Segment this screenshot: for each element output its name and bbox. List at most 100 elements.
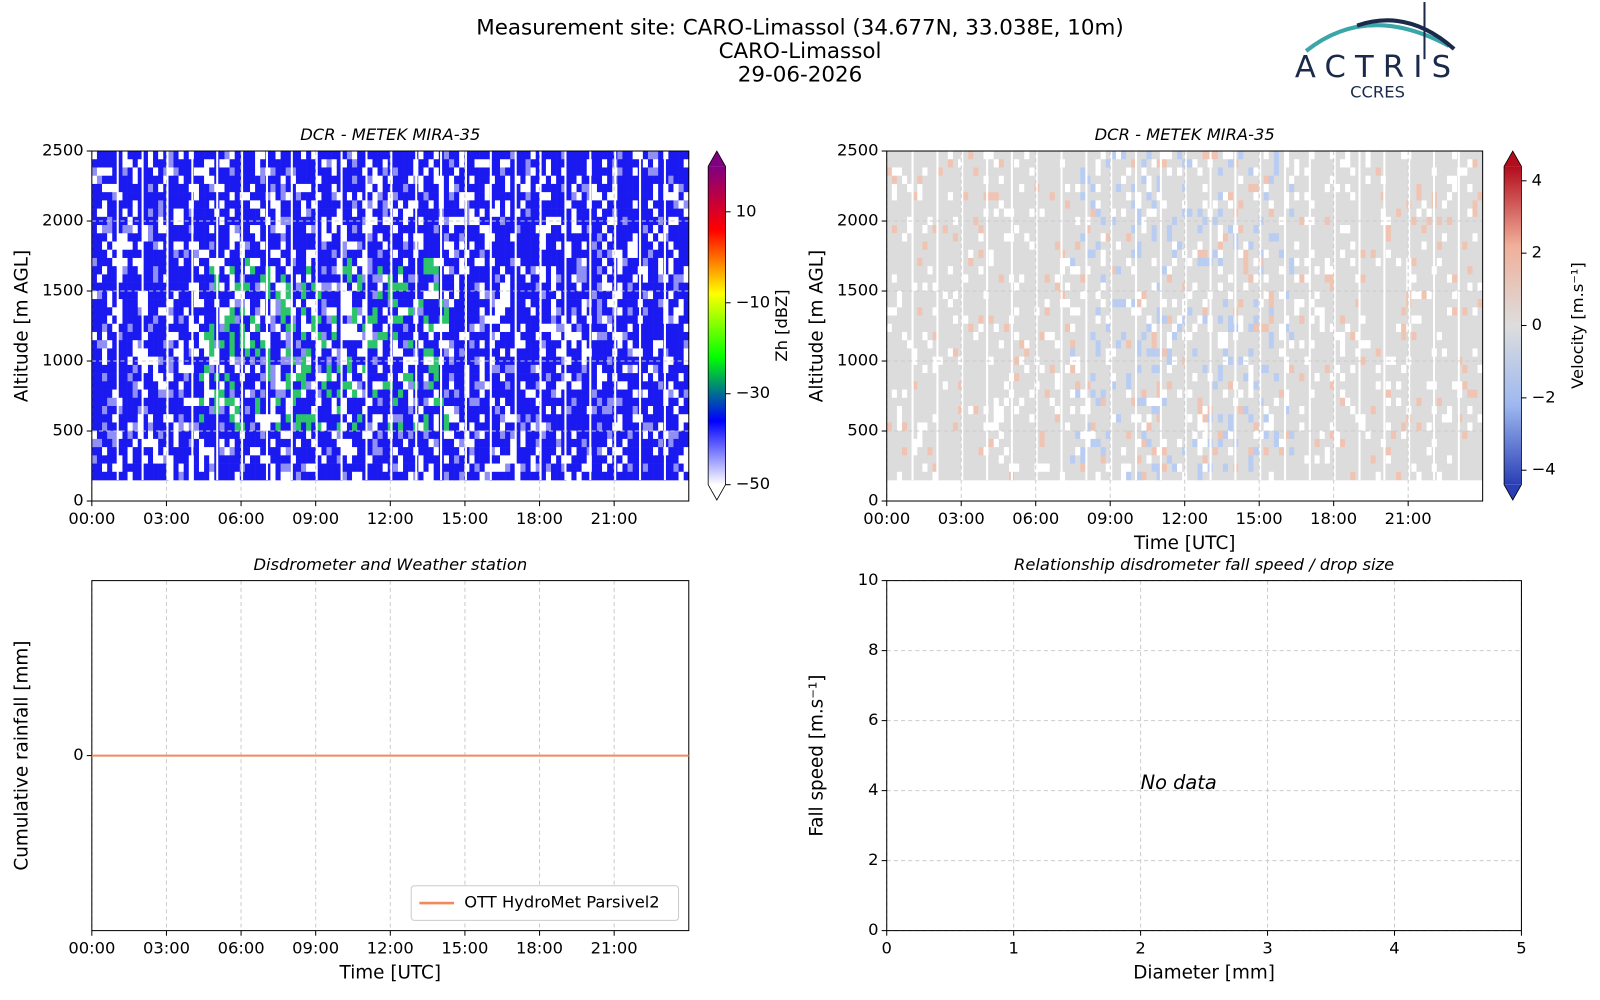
radar-cell	[163, 381, 169, 390]
radar-cell	[658, 389, 664, 399]
radar-cell	[596, 290, 603, 300]
radar-cell	[433, 175, 440, 185]
radar-cell	[341, 208, 348, 218]
radar-cell	[459, 274, 465, 283]
radar-cell	[204, 233, 210, 242]
radar-cell	[474, 249, 480, 259]
radar-cell	[336, 249, 343, 259]
radar-cell	[219, 471, 225, 481]
radar-cell	[484, 266, 491, 275]
radar-cell	[520, 290, 526, 300]
radar-cell	[515, 340, 521, 349]
radar-cell	[260, 381, 266, 390]
radar-cell	[535, 266, 542, 275]
radar-cell	[311, 299, 317, 308]
radar-cell	[372, 225, 378, 234]
radar-cell	[321, 192, 327, 201]
radar-cell	[591, 389, 598, 399]
radar-cell	[408, 471, 414, 481]
radar-cell	[663, 249, 669, 259]
radar-cell	[479, 216, 485, 226]
radar-cell	[673, 315, 679, 325]
radar-cell	[224, 405, 230, 415]
radar-cell	[275, 299, 281, 308]
radar-cell	[372, 364, 378, 374]
radar-cell	[464, 299, 470, 308]
radar-cell	[198, 315, 205, 325]
radar-cell	[912, 208, 918, 218]
radar-cell	[280, 233, 287, 242]
radar-cell	[301, 340, 307, 349]
radar-cell	[474, 438, 480, 448]
radar-cell	[117, 151, 123, 160]
radar-cell	[663, 167, 669, 177]
radar-cell	[229, 216, 235, 226]
radar-cell	[219, 405, 225, 415]
radar-cell	[602, 257, 608, 267]
radar-cell	[902, 307, 908, 316]
radar-cell	[505, 200, 511, 209]
radar-cell	[244, 422, 251, 431]
radar-cell	[158, 282, 164, 292]
radar-cell	[102, 183, 108, 193]
radar-cell	[566, 290, 572, 300]
radar-cell	[408, 225, 414, 234]
radar-cell	[153, 397, 159, 407]
radar-cell	[224, 208, 230, 218]
radar-cell	[561, 422, 567, 431]
radar-cell	[545, 397, 552, 407]
radar-cell	[469, 348, 475, 357]
radar-cell	[346, 282, 353, 292]
radar-cell	[102, 389, 108, 399]
radar-cell	[423, 151, 429, 160]
radar-cell	[275, 307, 281, 316]
radar-cell	[367, 364, 373, 374]
radar-cell	[902, 175, 908, 185]
radar-cell	[474, 151, 480, 160]
radar-cell	[316, 331, 322, 341]
radar-cell	[142, 266, 149, 275]
radar-cell	[545, 356, 552, 366]
radar-cell	[132, 405, 139, 415]
radar-cell	[290, 282, 297, 292]
radar-cell	[270, 307, 276, 316]
radar-cell	[433, 323, 440, 333]
radar-cell	[96, 241, 103, 251]
radar-cell	[306, 315, 312, 325]
radar-cell	[591, 200, 598, 209]
radar-cell	[265, 463, 271, 473]
radar-cell	[372, 315, 378, 325]
radar-cell	[336, 274, 343, 283]
radar-cell	[209, 307, 215, 316]
radar-cell	[158, 274, 164, 283]
radar-cell	[316, 208, 322, 218]
radar-cell	[418, 175, 424, 185]
radar-cell	[183, 397, 190, 407]
radar-cell	[142, 257, 149, 267]
radar-cell	[265, 208, 271, 218]
radar-cell	[112, 290, 118, 300]
radar-cell	[250, 299, 256, 308]
radar-cell	[403, 175, 409, 185]
radar-cell	[331, 414, 338, 423]
radar-cell	[229, 381, 235, 390]
radar-cell	[403, 233, 409, 242]
radar-cell	[102, 405, 108, 415]
radar-cell	[137, 364, 144, 374]
radar-cell	[678, 241, 684, 251]
radar-cell	[581, 373, 588, 382]
radar-cell	[459, 430, 465, 440]
radar-cell	[540, 463, 547, 473]
radar-cell	[367, 192, 373, 201]
radar-cell	[91, 266, 98, 275]
radar-cell	[576, 233, 582, 242]
radar-cell	[193, 208, 200, 218]
radar-cell	[306, 183, 312, 193]
radar-cell	[576, 422, 582, 431]
radar-cell	[596, 331, 603, 341]
radar-cell	[423, 183, 429, 193]
radar-cell	[153, 315, 159, 325]
radar-cell	[902, 274, 908, 283]
radar-cell	[367, 315, 373, 325]
radar-cell	[525, 183, 531, 193]
